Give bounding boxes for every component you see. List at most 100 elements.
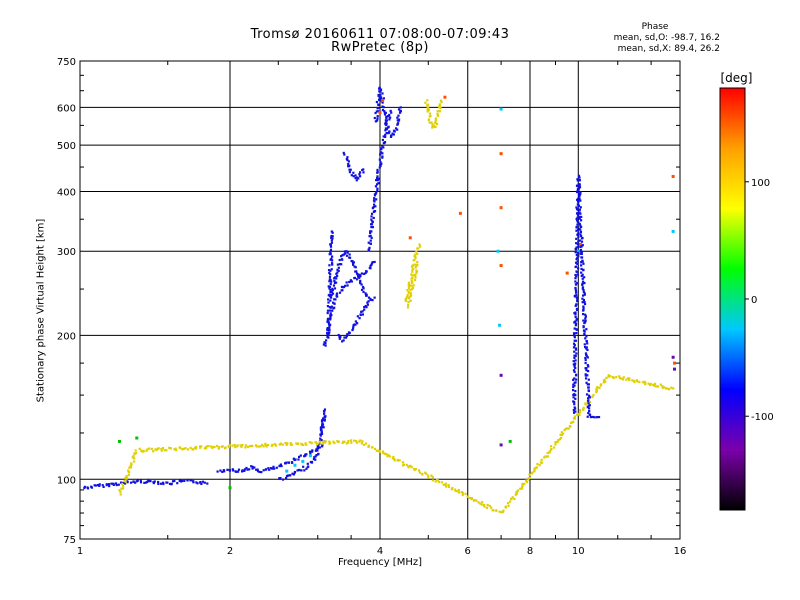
data-point: [388, 455, 391, 458]
data-point: [584, 317, 587, 320]
data-point: [410, 281, 414, 285]
data-point: [213, 445, 216, 449]
data-point: [125, 475, 128, 478]
data-point: [577, 236, 580, 239]
data-point: [398, 459, 401, 462]
data-point: [161, 446, 165, 450]
data-point: [321, 443, 324, 447]
data-point: [370, 262, 374, 265]
y-tick-label: 750: [57, 57, 76, 68]
data-point: [327, 331, 330, 334]
data-point: [310, 441, 313, 444]
data-point: [576, 223, 579, 226]
data-point: [341, 254, 344, 257]
data-point: [502, 509, 505, 512]
data-point: [340, 263, 343, 266]
data-point: [356, 315, 359, 318]
data-point: [331, 231, 334, 234]
data-point: [427, 474, 430, 477]
colorbar-tick-label: 0: [751, 295, 757, 306]
data-point: [281, 443, 284, 446]
data-point: [576, 212, 579, 215]
data-point: [574, 362, 577, 365]
data-point: [336, 268, 339, 271]
data-point: [579, 192, 582, 196]
data-point: [329, 243, 332, 246]
data-point: [413, 273, 416, 277]
data-point: [169, 447, 172, 450]
data-point: [447, 483, 450, 487]
data-point: [324, 415, 327, 418]
data-point: [119, 481, 123, 484]
data-point: [355, 272, 359, 275]
data-point: [414, 264, 418, 267]
data-point: [579, 230, 583, 234]
data-point: [587, 383, 591, 386]
data-point: [506, 502, 510, 505]
data-point: [358, 171, 362, 174]
data-point: [399, 106, 402, 109]
data-point: [344, 336, 348, 339]
data-point: [411, 286, 415, 289]
data-point: [582, 262, 585, 265]
data-point: [271, 443, 274, 447]
data-point: [366, 301, 369, 304]
data-point: [586, 374, 589, 377]
data-point: [348, 168, 351, 171]
data-point: [580, 240, 584, 243]
data-point: [412, 259, 415, 262]
data-point: [338, 258, 341, 262]
data-point: [249, 444, 252, 448]
data-point: [376, 177, 379, 180]
data-point: [577, 200, 580, 204]
data-point: [485, 506, 489, 509]
data-point: [583, 293, 586, 296]
data-point: [236, 470, 240, 473]
data-point: [582, 308, 585, 312]
data-point: [466, 495, 469, 498]
data-point: [409, 464, 412, 467]
data-point: [256, 468, 259, 471]
data-point: [581, 260, 584, 263]
data-point: [333, 306, 336, 309]
data-point: [364, 292, 367, 295]
data-point: [329, 312, 332, 315]
data-point: [586, 415, 589, 418]
data-point: [371, 220, 374, 224]
data-point: [576, 256, 579, 259]
data-point: [328, 278, 331, 281]
data-point: [595, 390, 598, 393]
data-point: [83, 485, 86, 488]
data-point: [358, 317, 361, 320]
data-point: [319, 437, 322, 440]
data-point: [574, 273, 577, 277]
data-point: [344, 252, 347, 255]
data-point: [365, 306, 368, 309]
data-point: [384, 135, 387, 138]
data-point: [381, 450, 385, 453]
data-point: [326, 319, 329, 322]
data-point: [326, 329, 329, 332]
data-point: [396, 116, 399, 119]
data-point: [381, 152, 384, 155]
data-point: [375, 100, 378, 104]
data-point: [112, 483, 115, 487]
data-point: [409, 295, 412, 298]
data-point: [345, 250, 348, 253]
data-point: [326, 332, 329, 335]
data-point: [468, 496, 471, 500]
data-point: [582, 268, 585, 271]
data-point: [353, 265, 356, 268]
data-point: [297, 468, 301, 472]
data-point: [580, 267, 583, 271]
data-point: [320, 431, 323, 434]
data-point: [577, 240, 580, 243]
data-point: [255, 468, 258, 471]
data-point: [546, 451, 549, 455]
data-point: [603, 378, 606, 381]
data-point: [200, 482, 203, 486]
data-point: [431, 476, 434, 479]
data-point: [370, 215, 373, 218]
data-point: [584, 319, 587, 322]
